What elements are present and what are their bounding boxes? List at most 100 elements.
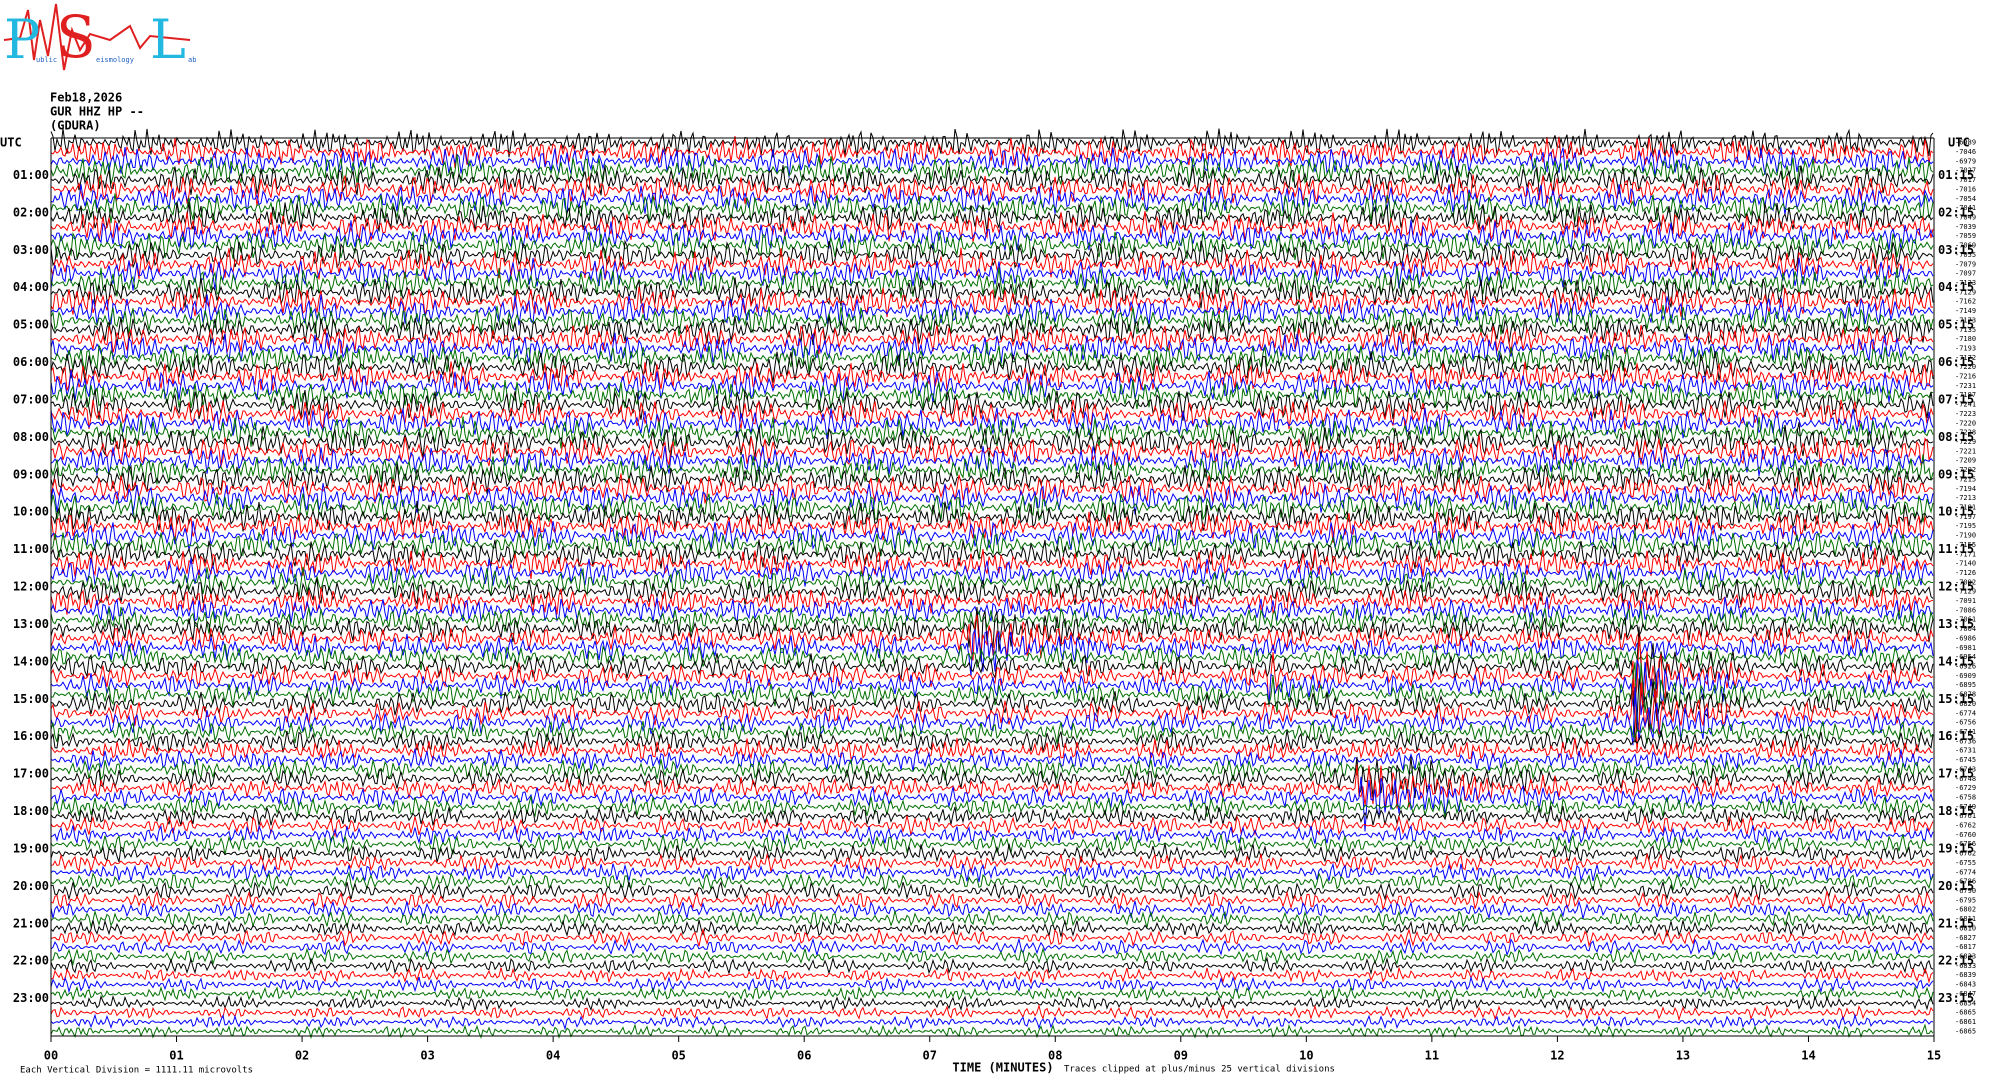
trace	[50, 389, 1934, 421]
trace	[50, 927, 1934, 948]
trace-offset: -7220	[1955, 363, 1976, 371]
x-axis-title: TIME (MINUTES)	[952, 1061, 1053, 1075]
trace-offset: -6774	[1955, 868, 1976, 876]
logo-letter: P	[4, 8, 40, 71]
trace-offset: -6989	[1955, 139, 1976, 147]
trace-offset: -7049	[1955, 214, 1976, 222]
trace	[50, 500, 1934, 533]
trace-offset: -6817	[1955, 943, 1976, 951]
x-tick-label: 10	[1299, 1049, 1313, 1063]
hour-label: 13:00	[13, 617, 49, 631]
trace-offset: -7069	[1955, 242, 1976, 250]
trace	[50, 1013, 1934, 1031]
hour-label: 09:00	[13, 467, 49, 481]
hour-label: 03:00	[13, 243, 49, 257]
trace-offset: -7181	[1955, 503, 1976, 511]
hour-label: 10:15	[1938, 505, 1974, 519]
trace	[50, 147, 1934, 178]
trace	[50, 294, 1934, 327]
hour-label: 20:15	[1938, 879, 1974, 893]
hour-label: 22:15	[1938, 954, 1974, 968]
hour-label: 08:00	[13, 430, 49, 444]
trace	[50, 286, 1934, 318]
trace-offset: -6802	[1955, 906, 1976, 914]
trace-offset: -7123	[1955, 279, 1976, 287]
x-tick-label: 00	[44, 1049, 58, 1063]
trace	[50, 796, 1934, 818]
trace-offset: -7079	[1955, 260, 1976, 268]
hour-label: 21:00	[13, 916, 49, 930]
hour-label: 11:00	[13, 542, 49, 556]
trace-offset: -6736	[1955, 737, 1976, 745]
trace-offset: -6762	[1955, 822, 1976, 830]
trace-offset: -7209	[1955, 457, 1976, 465]
trace-offset: -7149	[1955, 307, 1976, 315]
hour-label: 14:15	[1938, 654, 1974, 668]
trace	[50, 422, 1934, 459]
trace-offset: -7162	[1955, 298, 1976, 306]
traces	[50, 128, 1934, 1040]
hour-label: 03:15	[1938, 243, 1974, 257]
trace	[50, 748, 1934, 772]
trace	[50, 756, 1934, 798]
trace-offset: -7061	[1955, 616, 1976, 624]
trace-offset: -6865	[1955, 1027, 1976, 1035]
trace	[50, 626, 1934, 705]
trace-offset: -6820	[1955, 700, 1976, 708]
hour-label: 14:00	[13, 654, 49, 668]
logo-word: eismology	[96, 56, 134, 64]
trace	[50, 316, 1934, 346]
trace-offset: -7055	[1955, 251, 1976, 259]
trace-offset: -7194	[1955, 485, 1976, 493]
trace-offset: -6748	[1955, 775, 1976, 783]
trace-offset: -6786	[1955, 878, 1976, 886]
time-zone: UTC	[1948, 136, 1970, 150]
hour-label: 18:00	[13, 804, 49, 818]
trace-offset: -6743	[1955, 765, 1976, 773]
trace-offset: -7223	[1955, 410, 1976, 418]
trace-offset: -7215	[1955, 475, 1976, 483]
trace	[50, 154, 1934, 187]
trace	[50, 833, 1934, 855]
trace-offset: -6731	[1955, 747, 1976, 755]
trace	[50, 659, 1934, 716]
trace	[50, 965, 1934, 985]
trace	[50, 909, 1934, 929]
trace-offset: -6755	[1955, 859, 1976, 867]
hour-label: 06:15	[1938, 355, 1974, 369]
trace	[50, 919, 1934, 938]
trace	[50, 211, 1934, 243]
hour-label: 11:15	[1938, 542, 1974, 556]
trace	[50, 566, 1933, 597]
trace-offset: -6839	[1955, 971, 1976, 979]
trace	[50, 587, 1934, 616]
trace-offset: -7041	[1955, 204, 1976, 212]
trace	[50, 128, 1934, 159]
hour-label: 17:15	[1938, 767, 1974, 781]
trace-offset: -7129	[1955, 288, 1976, 296]
hour-label: 16:15	[1938, 729, 1974, 743]
trace-offset: -6954	[1955, 653, 1976, 661]
hour-label: 07:15	[1938, 392, 1974, 406]
trace-offset: -6909	[1955, 672, 1976, 680]
trace-offset: -7091	[1955, 597, 1976, 605]
x-tick-label: 07	[923, 1049, 937, 1063]
hour-label: 22:00	[13, 954, 49, 968]
scale-note: Each Vertical Division = 1111.11 microvo…	[20, 1066, 253, 1076]
hour-label: 07:00	[13, 392, 49, 406]
trace-offset: -6790	[1955, 887, 1976, 895]
channel: GUR HHZ HP --	[50, 105, 144, 119]
trace-offset: -7086	[1955, 606, 1976, 614]
trace	[50, 678, 1934, 743]
trace	[50, 324, 1934, 355]
trace-offset: -6865	[1955, 1009, 1976, 1017]
trace-offset: -6979	[1955, 157, 1976, 165]
trace	[50, 890, 1934, 910]
trace	[50, 492, 1934, 524]
trace-offset: -6749	[1955, 803, 1976, 811]
trace	[50, 463, 1934, 495]
trace-offset: -7027	[1955, 167, 1976, 175]
trace	[50, 764, 1934, 812]
hour-label: 05:15	[1938, 318, 1974, 332]
